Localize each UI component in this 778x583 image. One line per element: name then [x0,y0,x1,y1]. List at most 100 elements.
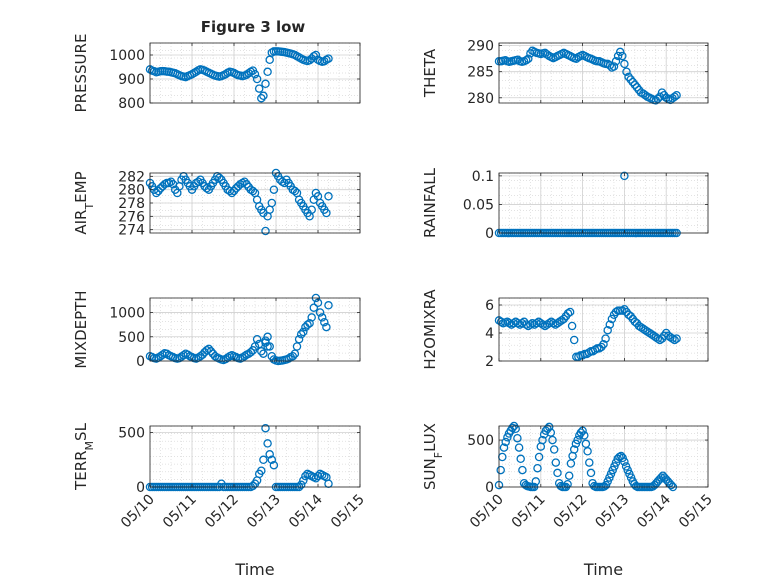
y-tick-label: 6 [485,298,494,314]
data-point [618,51,627,61]
x-tick-label: 05/10 [467,492,507,532]
data-point [611,307,621,317]
data-point [202,346,211,355]
series-markers [145,293,333,366]
data-point [206,347,216,356]
y-tick-label: 290 [467,39,494,55]
data-point [666,480,676,490]
data-point [530,320,539,329]
data-point [299,476,308,485]
data-point [320,56,329,66]
x-tick-label: 05/11 [509,492,549,532]
data-point [566,459,576,468]
data-point [672,90,681,100]
data-point [653,94,663,104]
data-point [311,474,321,483]
y-tick-label: 1000 [109,48,145,64]
x-tick-label: 05/14 [634,491,674,531]
data-point [246,348,256,357]
series-markers [494,304,681,362]
data-point [607,314,617,324]
y-tick-label: 285 [467,65,494,81]
data-point [603,325,612,335]
data-point [509,318,518,328]
data-point [261,79,270,89]
data-point [620,59,629,69]
data-point [620,171,629,181]
y-tick-label: 278 [118,196,145,212]
data-point [515,320,525,329]
y-tick-label: 282 [118,169,145,185]
data-point [583,447,592,456]
data-point [240,351,249,361]
data-point [296,480,306,490]
data-point [618,306,627,315]
data-point [643,327,652,336]
y-tick-label: 2 [485,354,494,370]
data-point [320,317,329,327]
data-point [605,61,615,70]
data-point [204,344,214,354]
y-tick-label: 500 [118,426,145,442]
data-point [244,68,253,78]
data-point [622,67,631,76]
data-point [521,320,531,329]
data-point [666,332,675,342]
data-point [526,320,535,329]
data-point [620,457,629,466]
data-point [227,188,237,198]
data-point [284,354,293,363]
data-point [259,91,268,101]
x-axis-label: Time [583,560,623,579]
data-point [179,350,188,360]
data-point [549,318,558,328]
data-point [630,80,640,89]
data-point [549,445,559,454]
data-point [511,317,520,327]
grid [498,172,709,234]
data-point [198,350,207,359]
data-point [259,455,268,465]
data-point [324,192,333,201]
data-point [296,330,306,339]
data-point [534,452,544,462]
data-point [645,328,654,338]
data-point [610,462,619,471]
x-tick-label: 05/15 [328,492,368,532]
data-point [609,62,619,71]
figure-title: Figure 3 low [201,18,306,36]
data-point [250,342,260,351]
data-point [564,471,574,480]
data-point [555,317,564,327]
y-tick-label: 500 [118,330,145,346]
data-point [317,313,327,322]
data-point [210,351,220,361]
panel-4: 0 500 1000 MIXDEPTH [72,290,361,370]
data-point [516,454,525,464]
data-point [215,173,224,182]
data-point [551,458,561,467]
x-tick-label: 05/12 [202,492,242,532]
data-point [265,450,274,459]
data-point [261,423,270,433]
data-point [240,177,249,186]
data-point [514,443,524,452]
data-point [322,208,331,218]
data-point [548,435,557,445]
x-tick-label: 05/14 [286,491,326,531]
data-point [301,471,310,481]
data-point [248,481,258,491]
data-point [634,321,644,331]
panel-6: 0 500 TERRMSL 05/10 05/11 05/12 05/13 05/14 05/1… [72,422,368,579]
data-point [496,465,505,475]
data-point [236,180,245,189]
data-point [288,351,298,361]
data-point [508,423,517,433]
data-point [581,439,591,449]
data-point [269,185,279,194]
data-point [307,313,316,322]
data-point [546,428,556,437]
data-point [655,92,665,101]
grid [149,425,361,488]
